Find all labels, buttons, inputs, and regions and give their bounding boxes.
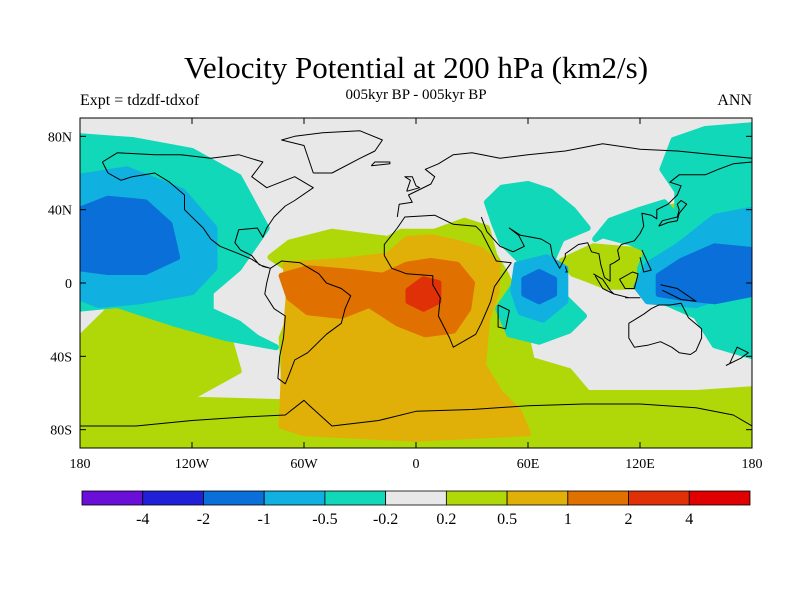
lat-tick-label: 80N	[48, 130, 72, 145]
colorbar-swatch	[81, 490, 144, 506]
coastline-segment	[404, 176, 421, 192]
lon-tick-label: 60W	[290, 457, 318, 472]
colorbar-swatch	[263, 490, 326, 506]
map-axes: 180 120W 60W 0 60E 120E 180 80N 40N 0 40S 80S	[48, 118, 763, 472]
coastline-segment	[619, 271, 639, 289]
experiment-label: Expt = tdzdf-tdxof	[80, 92, 200, 109]
colorbar-swatch	[203, 490, 265, 506]
coastline-segment	[383, 214, 512, 348]
colorbar-swatch	[628, 490, 690, 506]
colorbar: -4 -2 -1 -0.5 -0.2 0.2 0.5 1 2 4	[81, 490, 751, 528]
lat-tick-label: 0	[65, 277, 72, 292]
coastline-segment	[725, 346, 749, 366]
coastline-segment	[480, 161, 752, 282]
coastline-segment	[497, 304, 510, 330]
colorbar-label: -0.2	[373, 511, 398, 528]
colorbar-label: 0.5	[497, 511, 517, 528]
coastline-segment	[396, 143, 752, 218]
colorbar-swatch	[445, 490, 508, 506]
lat-tick-label: 80S	[50, 424, 72, 439]
colorbar-swatch	[688, 490, 751, 506]
colorbar-swatch	[142, 490, 204, 506]
colorbar-swatch	[506, 490, 569, 506]
colorbar-swatch	[385, 490, 447, 506]
colorbar-label: 2	[625, 511, 633, 528]
coastline-segment	[370, 161, 391, 167]
lon-tick-label: 0	[413, 457, 420, 472]
coastline-segment	[660, 284, 697, 302]
field-region-neg_2_1	[655, 243, 752, 305]
coastline-segment	[639, 249, 652, 273]
coastline-segment	[593, 273, 615, 295]
coastlines	[80, 130, 752, 427]
colorbar-swatch	[567, 490, 629, 506]
colorbar-label: -4	[136, 511, 149, 528]
coastline-segment	[564, 266, 568, 273]
lat-tick-label: 40N	[48, 204, 72, 219]
field-region-neg_2_1	[521, 269, 558, 305]
colorbar-swatch	[324, 490, 387, 506]
colorbar-label: 0.2	[436, 511, 456, 528]
coastline-segment	[658, 200, 688, 227]
season-label: ANN	[717, 92, 752, 109]
lon-tick-label: 180	[742, 457, 763, 472]
colorbar-label: 4	[685, 511, 693, 528]
chart-title: Velocity Potential at 200 hPa (km2/s)	[183, 50, 649, 85]
lon-tick-label: 120E	[625, 457, 655, 472]
coastline-segment	[264, 260, 352, 385]
velocity-potential-field	[80, 118, 752, 448]
coastline-segment	[613, 293, 641, 299]
coastline-segment	[628, 302, 703, 355]
lon-tick-label: 60E	[517, 457, 540, 472]
colorbar-label: -1	[258, 511, 271, 528]
coastline-segment	[101, 152, 314, 269]
colorbar-label: -2	[197, 511, 210, 528]
coastline-segment	[80, 399, 752, 427]
colorbar-label: -0.5	[312, 511, 337, 528]
lon-tick-label: 180	[70, 457, 91, 472]
coastline-segment	[281, 130, 383, 174]
chart-subtitle: 005kyr BP - 005kyr BP	[345, 87, 487, 103]
lat-tick-label: 40S	[50, 350, 72, 365]
colorbar-label: 1	[564, 511, 572, 528]
field-region-neg_2_1	[80, 195, 181, 275]
field-region-pos_2_4	[405, 276, 442, 312]
lon-tick-label: 120W	[175, 457, 210, 472]
